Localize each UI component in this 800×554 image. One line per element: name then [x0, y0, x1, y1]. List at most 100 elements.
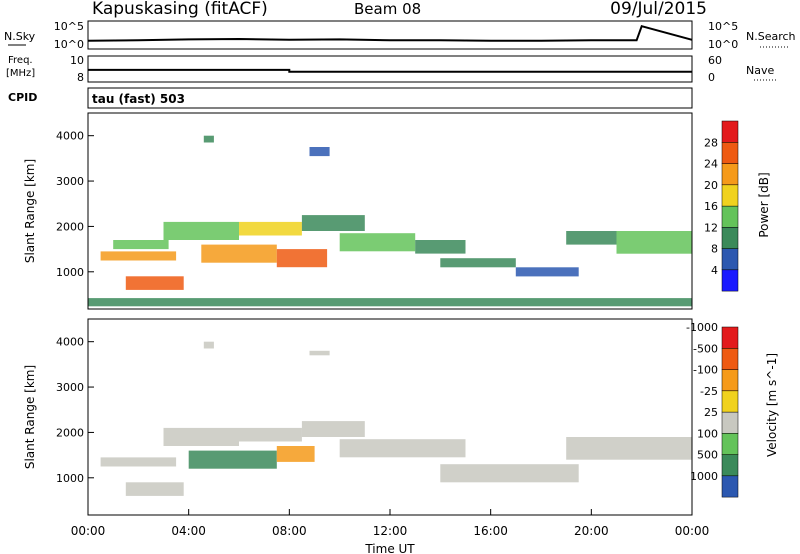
colorbar-tick-label: 1000 [690, 470, 718, 483]
x-tick-label: 08:00 [272, 524, 307, 538]
echo-region-0 [100, 457, 177, 467]
colorbar-segment [721, 390, 739, 413]
colorbar-segment [721, 454, 739, 477]
echo-region-16 [88, 298, 692, 307]
colorbar-tick-label: 100 [697, 427, 718, 440]
colorbar-tick-label: 12 [704, 221, 718, 234]
echo-region-13 [616, 231, 692, 254]
colorbar-segment [721, 326, 739, 349]
echo-region-5 [301, 421, 365, 437]
velocity-colorbar: 1000 500 100 25 -25 -100 -500 -1000 [686, 321, 739, 498]
cpid-label: CPID [8, 91, 37, 104]
echo-region-15 [309, 147, 330, 157]
cpid-value: tau (fast) 503 [92, 92, 185, 106]
x-tick-label: 04:00 [171, 524, 206, 538]
echo-region-6 [339, 439, 466, 458]
noise-tick-left-bottom: 10^0 [54, 38, 84, 51]
power-colorbar-label: Power [dB] [757, 172, 771, 237]
noise-strip: N.Sky N.Search 10^5 10^0 10^5 10^0 [4, 20, 796, 51]
noise-tick-right-bottom: 10^0 [708, 38, 738, 51]
nsky-label: N.Sky [4, 30, 36, 43]
power-echo-cells [88, 135, 692, 307]
noise-series-line [87, 24, 693, 42]
colorbar-segment [721, 227, 739, 249]
echo-region-10 [203, 341, 214, 349]
colorbar-tick-label: 8 [711, 243, 718, 256]
power-colorbar: 4 8 12 16 20 24 28 [704, 120, 739, 292]
echo-region-5 [239, 221, 302, 236]
colorbar-tick-label: 24 [704, 158, 718, 171]
nave-label: Nave [746, 64, 774, 77]
echo-region-14 [203, 135, 214, 143]
time-axis-label: Time UT [364, 542, 415, 554]
x-tick-label: 16:00 [473, 524, 508, 538]
colorbar-tick-label: 500 [697, 449, 718, 462]
freq-label-line2: [MHz] [6, 68, 35, 79]
colorbar-segment [721, 248, 739, 271]
x-tick-label: 12:00 [373, 524, 408, 538]
power-panel-frame [87, 112, 693, 310]
y-tick-label: 2000 [56, 220, 84, 233]
colorbar-segment [721, 369, 739, 392]
nave-tick-bottom: 0 [708, 71, 715, 84]
colorbar-segment [721, 120, 739, 143]
power-y-axis-label: Slant Range [km] [23, 159, 37, 263]
echo-region-2 [188, 450, 277, 469]
echo-region-2 [125, 276, 184, 290]
colorbar-tick-label: 25 [704, 406, 718, 419]
y-tick-label: 1000 [56, 266, 84, 279]
noise-tick-left-top: 10^5 [54, 20, 84, 33]
echo-region-1 [163, 427, 239, 446]
echo-region-4 [201, 244, 277, 263]
colorbar-tick-label: -100 [693, 364, 718, 377]
echo-region-10 [440, 258, 516, 268]
echo-region-3 [163, 221, 239, 240]
x-tick-label: 20:00 [574, 524, 609, 538]
echo-region-12 [566, 231, 617, 245]
echo-region-3 [239, 427, 302, 442]
colorbar-segment [721, 348, 739, 370]
colorbar-segment [721, 269, 739, 292]
velocity-echo-cells [100, 341, 692, 496]
velocity-y-ticks: 1000 2000 3000 4000 [56, 336, 94, 485]
colorbar-segment [721, 411, 739, 434]
echo-region-11 [515, 267, 579, 277]
power-panel: 1000 2000 3000 4000 Slant Range [km] 4 8 12 16… [23, 112, 771, 310]
colorbar-tick-label: 16 [704, 200, 718, 213]
colorbar-tick-label: 4 [711, 264, 718, 277]
echo-region-7 [440, 464, 579, 483]
colorbar-segment [721, 475, 739, 498]
echo-region-8 [566, 437, 692, 460]
frequency-strip: Freq. [MHz] Nave 10 8 60 0 [6, 54, 776, 84]
colorbar-segment [721, 163, 739, 186]
station-title: Kapuskasing (fitACF) [92, 0, 268, 19]
freq-tick-top: 10 [70, 54, 84, 67]
freq-label-line1: Freq. [8, 55, 33, 66]
y-tick-label: 4000 [56, 336, 84, 349]
colorbar-tick-label: 28 [704, 136, 718, 149]
colorbar-tick-label: -25 [700, 385, 718, 398]
date-label: 09/Jul/2015 [610, 0, 707, 19]
colorbar-segment [721, 433, 739, 455]
y-tick-label: 2000 [56, 426, 84, 439]
noise-strip-frame [87, 20, 693, 50]
colorbar-segment [721, 184, 739, 207]
time-x-ticks: 00:00 04:00 08:00 12:00 16:00 20:00 00:00 [71, 509, 709, 538]
y-tick-label: 3000 [56, 381, 84, 394]
velocity-panel: 1000 2000 3000 4000 Slant Range [km] 1000 50… [23, 318, 779, 554]
echo-region-7 [301, 215, 365, 231]
x-tick-label: 00:00 [71, 524, 106, 538]
colorbar-segment [721, 142, 739, 164]
freq-tick-bottom: 8 [77, 71, 84, 84]
colorbar-tick-label: -500 [693, 342, 718, 355]
echo-region-4 [276, 446, 315, 462]
echo-region-6 [276, 249, 328, 268]
power-y-ticks: 1000 2000 3000 4000 [56, 130, 94, 279]
echo-region-11 [309, 350, 330, 356]
colorbar-tick-label: -1000 [686, 321, 718, 334]
colorbar-tick-label: 20 [704, 179, 718, 192]
cpid-row-frame [87, 87, 693, 109]
echo-region-9 [125, 482, 184, 496]
nsearch-label: N.Search [746, 30, 796, 43]
